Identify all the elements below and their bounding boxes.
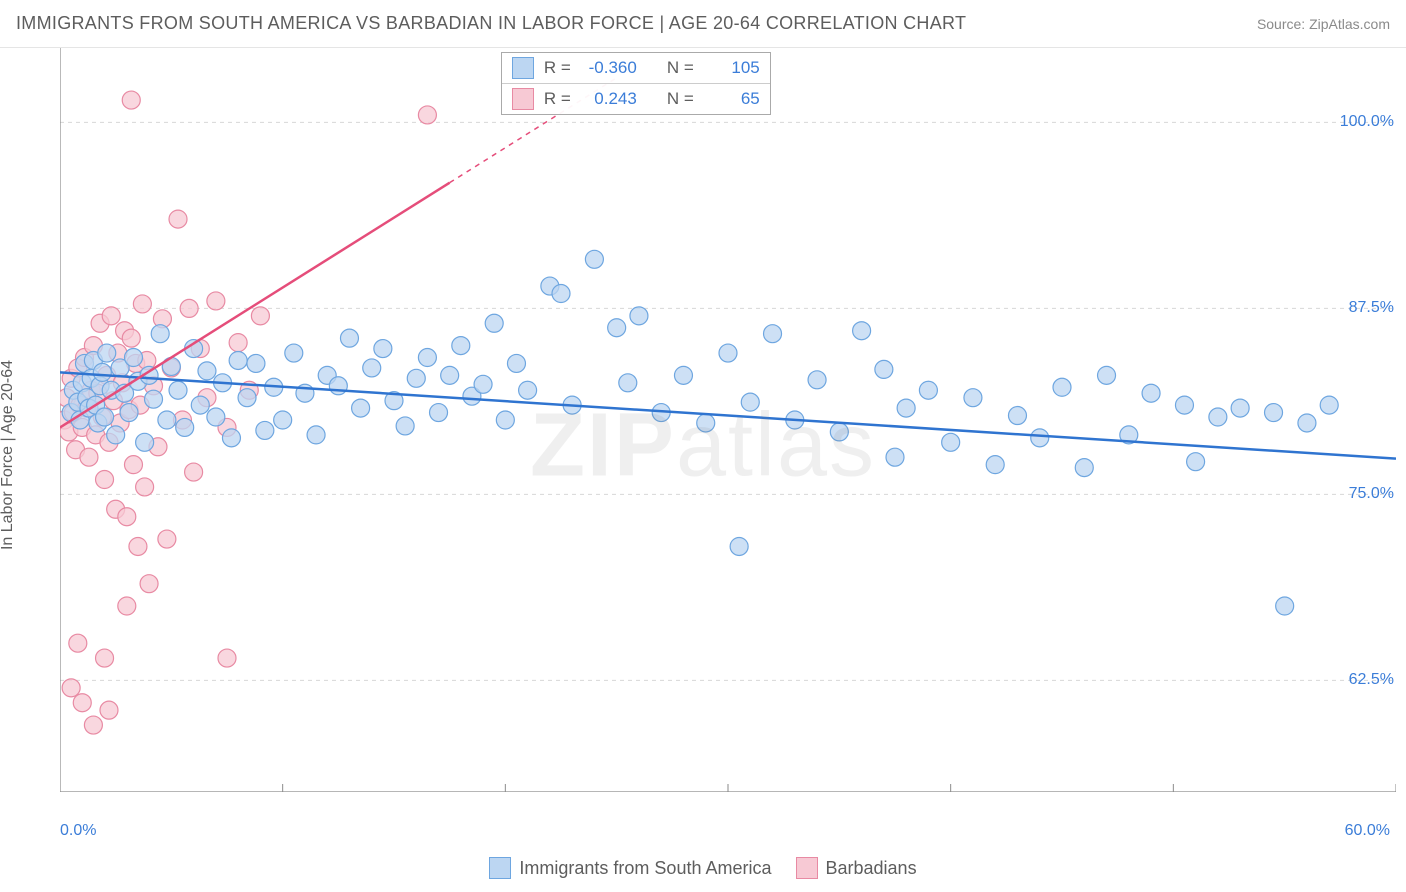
legend-label: Barbadians — [826, 858, 917, 879]
stats-row: R = -0.360 N = 105 — [502, 53, 770, 84]
y-axis-label: In Labor Force | Age 20-64 — [0, 360, 17, 550]
stats-swatch — [512, 88, 534, 110]
stats-R-label: R = — [544, 89, 571, 109]
stats-N-label: N = — [667, 89, 694, 109]
chart-header: IMMIGRANTS FROM SOUTH AMERICA VS BARBADI… — [0, 0, 1406, 48]
legend: Immigrants from South America Barbadians — [0, 844, 1406, 892]
stats-R-label: R = — [544, 58, 571, 78]
y-tick-label: 100.0% — [1340, 113, 1394, 131]
stats-R-value: 0.243 — [581, 89, 637, 109]
correlation-stats-box: R = -0.360 N = 105 R = 0.243 N = 65 — [501, 52, 771, 115]
stats-R-value: -0.360 — [581, 58, 637, 78]
chart-source: Source: ZipAtlas.com — [1257, 16, 1390, 32]
y-tick-label: 62.5% — [1349, 671, 1394, 689]
chart-area: In Labor Force | Age 20-64 ZIPatlas 62.5… — [0, 48, 1406, 844]
legend-swatch — [489, 857, 511, 879]
y-tick-label: 75.0% — [1349, 485, 1394, 503]
stats-N-label: N = — [667, 58, 694, 78]
stats-row: R = 0.243 N = 65 — [502, 84, 770, 114]
stats-swatch — [512, 57, 534, 79]
y-tick-label: 87.5% — [1349, 299, 1394, 317]
scatter-plot — [60, 48, 1396, 792]
legend-item: Barbadians — [796, 857, 917, 879]
stats-N-value: 105 — [704, 58, 760, 78]
x-axis-max-label: 60.0% — [1345, 822, 1390, 840]
stats-N-value: 65 — [704, 89, 760, 109]
chart-title: IMMIGRANTS FROM SOUTH AMERICA VS BARBADI… — [16, 13, 966, 34]
x-axis-min-label: 0.0% — [60, 822, 96, 840]
legend-label: Immigrants from South America — [519, 858, 771, 879]
legend-swatch — [796, 857, 818, 879]
legend-item: Immigrants from South America — [489, 857, 771, 879]
